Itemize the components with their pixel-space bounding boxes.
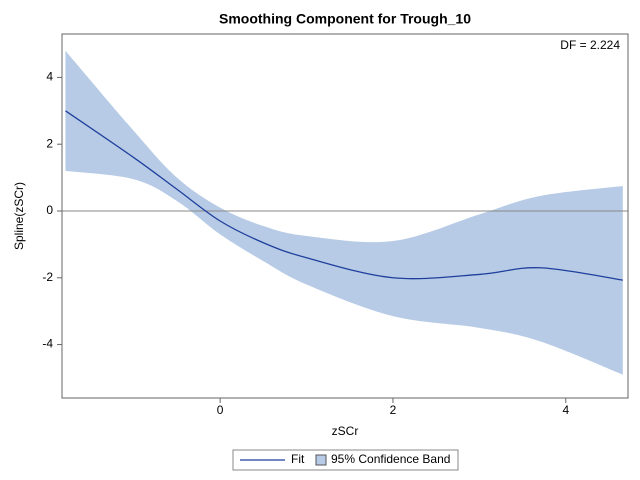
x-tick-label: 0: [217, 403, 224, 417]
y-axis-label: Spline(zSCr): [12, 182, 26, 250]
legend-label: 95% Confidence Band: [331, 452, 450, 466]
legend-label: Fit: [291, 452, 305, 466]
plot-frame: [61, 33, 629, 399]
y-tick-label: -4: [42, 337, 53, 351]
x-tick-label: 4: [562, 403, 569, 417]
legend-box: [232, 449, 459, 471]
y-tick-label: 0: [46, 203, 53, 217]
y-tick-label: -2: [42, 270, 53, 284]
annotation: DF = 2.224: [560, 38, 620, 52]
y-tick-label: 2: [46, 136, 53, 150]
chart-title: Smoothing Component for Trough_10: [219, 11, 471, 27]
y-tick-label: 4: [46, 70, 53, 84]
confidence-band: [65, 50, 623, 375]
fit-line: [65, 110, 623, 281]
x-axis-label: zSCr: [332, 424, 359, 438]
legend-band-swatch: [315, 454, 327, 466]
x-tick-label: 2: [390, 403, 397, 417]
